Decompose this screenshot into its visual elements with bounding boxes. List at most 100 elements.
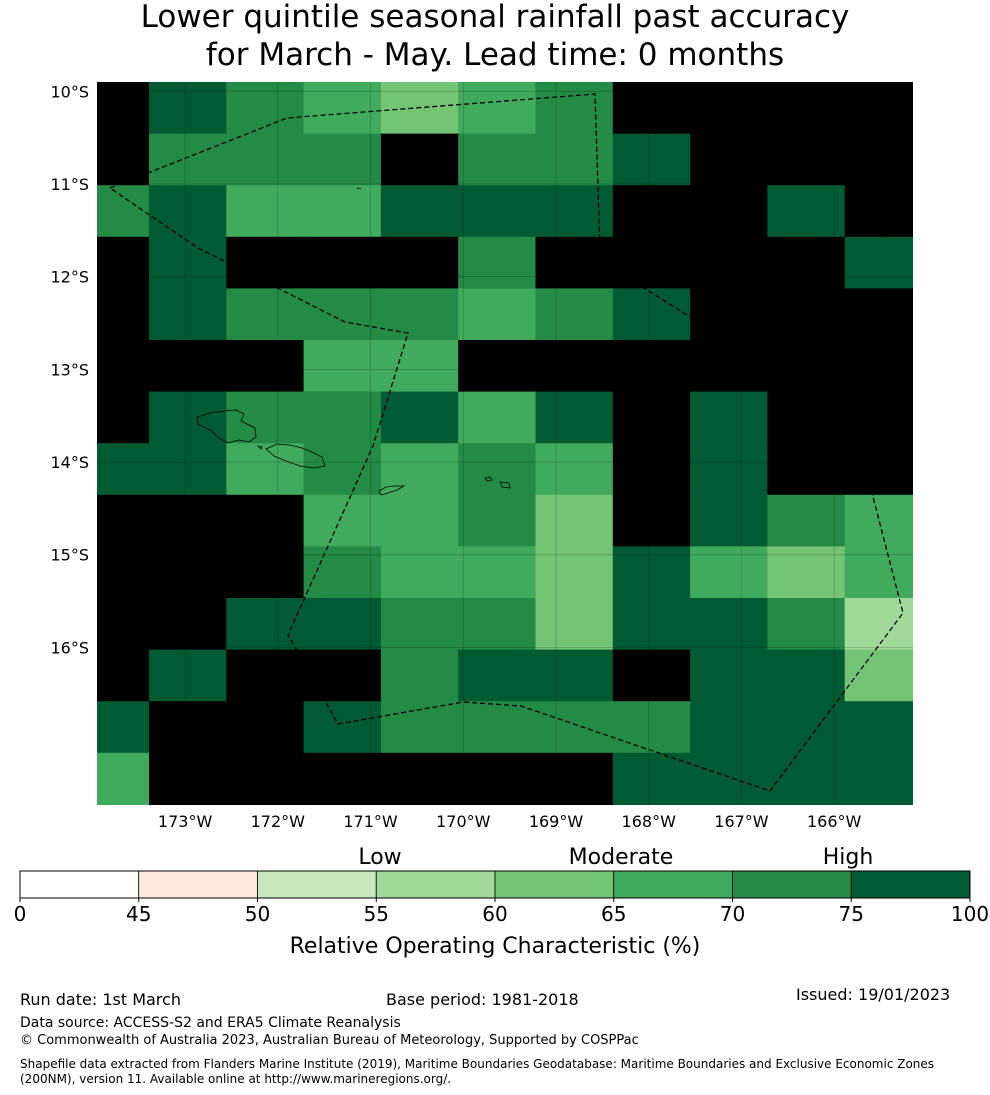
coastline-tau [499, 481, 511, 489]
grid-cell [535, 649, 614, 702]
colorbar-tick-label: 65 [601, 902, 626, 926]
colorbar-segment [375, 870, 496, 899]
grid-cell [767, 443, 846, 496]
grid-cell [612, 236, 691, 289]
grid-cell [97, 443, 150, 496]
grid-cell [844, 391, 913, 444]
grid-cell [612, 288, 691, 341]
grid-cell [767, 340, 846, 393]
grid-cell [767, 82, 846, 135]
grid-cell [535, 82, 614, 135]
grid-cell [97, 288, 150, 341]
grid-cell [303, 288, 382, 341]
grid-cell [226, 236, 305, 289]
grid-cell [458, 494, 537, 547]
grid-cell [458, 288, 537, 341]
latitude-label: 10°S [50, 82, 89, 101]
chart-title-line-1: Lower quintile seasonal rainfall past ac… [140, 0, 850, 35]
grid-cell [149, 443, 227, 496]
grid-cell [535, 340, 614, 393]
grid-cell [535, 185, 614, 238]
grid-cell [844, 340, 913, 393]
grid-cell [149, 546, 227, 599]
longitude-label: 170°W [436, 812, 491, 831]
grid-cell [97, 185, 150, 238]
grid-cell [458, 82, 537, 135]
grid-cell [303, 82, 382, 135]
grid-cell [380, 649, 459, 702]
grid-cell [690, 752, 768, 805]
issued-date: Issued: 19/01/2023 [796, 985, 951, 1004]
category-label: High [823, 845, 874, 870]
grid-cell [612, 598, 691, 651]
coastline-small-east [881, 235, 885, 238]
grid-cell [380, 494, 459, 547]
grid-cell [844, 701, 913, 754]
grid-cell [303, 133, 382, 186]
longitude-label: 169°W [529, 812, 584, 831]
grid-cell [226, 649, 305, 702]
grid-cell [612, 701, 691, 754]
grid-cell [535, 494, 614, 547]
grid-cell [380, 133, 459, 186]
grid-cell [612, 649, 691, 702]
colorbar-axis-label: Relative Operating Characteristic (%) [290, 934, 701, 959]
longitude-label: 168°W [622, 812, 677, 831]
grid-cell [226, 391, 305, 444]
grid-cell [767, 752, 846, 805]
coastline-rose [844, 172, 849, 179]
grid-cell [149, 288, 227, 341]
grid-cell [767, 288, 846, 341]
grid-cell [458, 236, 537, 289]
colorbar-tick-label: 45 [126, 902, 151, 926]
grid-cell [690, 391, 768, 444]
grid-cell [612, 133, 691, 186]
grid-cell [458, 649, 537, 702]
grid-cell [97, 649, 150, 702]
grid-cell [149, 391, 227, 444]
grid-cell [97, 494, 150, 547]
grid-cell [149, 598, 227, 651]
eez-boundary [108, 93, 904, 792]
grid-cell [612, 185, 691, 238]
grid-cell [844, 236, 913, 289]
coastline-manono [256, 445, 263, 450]
latitude-axis: 10°S 11°S 12°S 13°S 14°S 15°S 16°S [50, 82, 89, 657]
grid-cell [458, 133, 537, 186]
grid-cell [97, 546, 150, 599]
grid-cell [844, 288, 913, 341]
grid-cell [226, 288, 305, 341]
longitude-label: 171°W [343, 812, 398, 831]
grid-cell [844, 752, 913, 805]
grid-cell [612, 391, 691, 444]
grid-cell [690, 649, 768, 702]
grid-cell [535, 391, 614, 444]
colorbar-tick-label: 75 [839, 902, 864, 926]
coastline-small-west [109, 631, 116, 646]
grid-cell [612, 546, 691, 599]
coastline-ofu [484, 476, 493, 482]
shapefile-note: Shapefile data extracted from Flanders M… [20, 1057, 935, 1086]
grid-cell [303, 340, 382, 393]
grid-cell [612, 752, 691, 805]
grid-cell [612, 443, 691, 496]
accuracy-grid [97, 82, 913, 805]
colorbar-segment [494, 870, 615, 899]
grid-cell [844, 598, 913, 651]
grid-cell [380, 752, 459, 805]
grid-cell [767, 598, 846, 651]
grid-cell [380, 185, 459, 238]
grid-cell [458, 443, 537, 496]
longitude-label: 167°W [714, 812, 769, 831]
grid-cell [767, 391, 846, 444]
grid-cell [97, 340, 150, 393]
base-period: Base period: 1981-2018 [386, 990, 579, 1009]
grid-cell [380, 546, 459, 599]
grid-cell [380, 236, 459, 289]
grid-cell [97, 391, 150, 444]
colorbar-segment [850, 870, 971, 899]
grid-cell [303, 649, 382, 702]
grid-cell [535, 701, 614, 754]
grid-cell [226, 443, 305, 496]
latitude-label: 15°S [50, 546, 89, 565]
